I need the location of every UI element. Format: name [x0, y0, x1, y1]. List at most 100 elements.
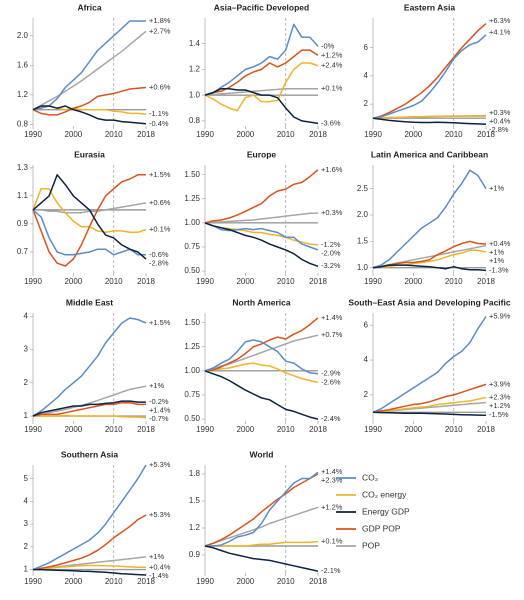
y-tick-label: 1.5 [189, 496, 201, 505]
y-tick-label: 2 [24, 542, 29, 551]
panel-title: South–East Asia and Developing Pacific [348, 297, 510, 307]
end-label: +1.4% [149, 406, 171, 415]
series-line [204, 87, 319, 125]
x-tick-label: 1990 [24, 425, 42, 434]
y-tick-label: 3 [24, 345, 29, 354]
series-line [32, 564, 146, 571]
x-tick-label: 1990 [196, 425, 214, 434]
panel: Middle East 1 2 3 4 1990 2000 2010 2018 +1.5% +1% -… [24, 297, 171, 434]
x-tick-label: 2010 [445, 277, 463, 286]
end-label: +0.1% [149, 225, 171, 234]
y-tick-label: 6 [364, 320, 369, 329]
end-label: +0.3% [489, 108, 511, 117]
series-line [204, 370, 319, 420]
y-tick-label: 0.7 [17, 247, 29, 256]
panel-title: Africa [77, 2, 101, 12]
y-tick-label: 2.5 [357, 184, 369, 193]
end-label: +0.6% [149, 198, 171, 207]
series-line [33, 568, 147, 576]
x-tick-label: 2000 [64, 577, 82, 586]
y-tick-label: 4 [364, 71, 369, 80]
y-tick-label: 1.50 [184, 318, 200, 327]
x-tick-label: 2018 [309, 277, 327, 286]
y-tick-label: 1.00 [184, 366, 200, 375]
panel-title: Latin America and Caribbean [371, 149, 488, 159]
end-label: +5.3% [149, 460, 171, 469]
series-line [204, 49, 319, 96]
series-line [204, 222, 319, 268]
x-tick-label: 1990 [364, 130, 382, 139]
x-tick-label: 2000 [236, 130, 254, 139]
y-tick-label: 1.50 [184, 170, 200, 179]
series-line [204, 62, 319, 112]
end-label: +2.4% [321, 61, 343, 70]
end-label: -1.1% [149, 109, 169, 118]
panel: World 0.9 1.2 1.5 1.8 1990 2000 2010 2018 +1.4%+2… [189, 449, 343, 586]
x-tick-label: 2010 [445, 130, 463, 139]
x-tick-label: 2018 [137, 425, 155, 434]
end-label: +1% [489, 248, 505, 257]
series-line [32, 514, 147, 571]
end-label: +1% [149, 381, 165, 390]
end-label: +0.4% [489, 116, 511, 125]
end-label: +1.2% [489, 401, 511, 410]
y-tick-label: 2 [24, 378, 29, 387]
end-label: +0.3% [321, 208, 343, 217]
y-tick-label: 0.50 [184, 266, 200, 275]
y-tick-label: 1.3 [17, 163, 29, 172]
series-line [33, 414, 147, 419]
x-tick-label: 2000 [404, 130, 422, 139]
series-line [204, 87, 318, 96]
y-tick-label: 1.4 [189, 39, 201, 48]
x-tick-label: 1990 [364, 425, 382, 434]
series-line [372, 411, 487, 417]
x-tick-label: 2010 [277, 577, 295, 586]
x-tick-label: 2018 [477, 425, 495, 434]
x-tick-label: 1990 [24, 577, 42, 586]
x-tick-label: 1990 [196, 277, 214, 286]
end-label: +0.1% [321, 84, 343, 93]
series-line [204, 506, 319, 547]
panel-title: World [250, 449, 274, 459]
series-line [32, 209, 146, 256]
end-label: -2.8% [489, 125, 509, 134]
end-label: +3.9% [489, 379, 511, 388]
y-tick-label: 4 [24, 311, 29, 320]
y-tick-label: 1 [24, 565, 29, 574]
x-tick-label: 1990 [364, 277, 382, 286]
series-line [32, 317, 147, 417]
series-line [372, 23, 487, 119]
end-label: +0.6% [149, 83, 171, 92]
series-line [204, 169, 319, 224]
series-line [372, 115, 486, 119]
end-label: +2.7% [149, 26, 171, 35]
panel: South–East Asia and Developing Pacific 2 4… [348, 297, 510, 434]
panel: Asia–Pacific Developed 0.8 1.0 1.2 1.4 1990 20… [189, 2, 343, 139]
series-line [372, 316, 487, 413]
y-tick-label: 1.00 [184, 218, 200, 227]
legend-label: GDP POP [362, 523, 401, 533]
y-tick-label: 2 [364, 99, 369, 108]
legend: CO₂ CO₂ energy Energy GDP GDP POP POP [336, 472, 410, 550]
series-line [32, 385, 147, 417]
series-line [205, 471, 319, 547]
end-label: -3.2% [321, 261, 341, 270]
end-label: +1.4% [321, 313, 343, 322]
end-label: -2.1% [321, 566, 341, 575]
y-tick-label: 1.0 [189, 90, 201, 99]
x-tick-label: 2018 [137, 277, 155, 286]
series-line [32, 401, 146, 417]
x-tick-label: 2010 [105, 577, 123, 586]
end-label: +1.5% [149, 318, 171, 327]
y-tick-label: 1.2 [189, 523, 201, 532]
series-line [204, 212, 318, 224]
series-line [32, 105, 147, 125]
legend-label: POP [362, 540, 380, 550]
series-line [372, 34, 487, 119]
legend-label: CO₂ [362, 472, 378, 482]
panel-title: Southern Asia [61, 449, 119, 459]
end-label: +1% [149, 552, 165, 561]
panel: Europe 0.50 0.75 1.00 1.25 1.50 1990 2000 2010 20… [184, 149, 342, 286]
end-label: +1.5% [149, 170, 171, 179]
x-tick-label: 2010 [277, 425, 295, 434]
